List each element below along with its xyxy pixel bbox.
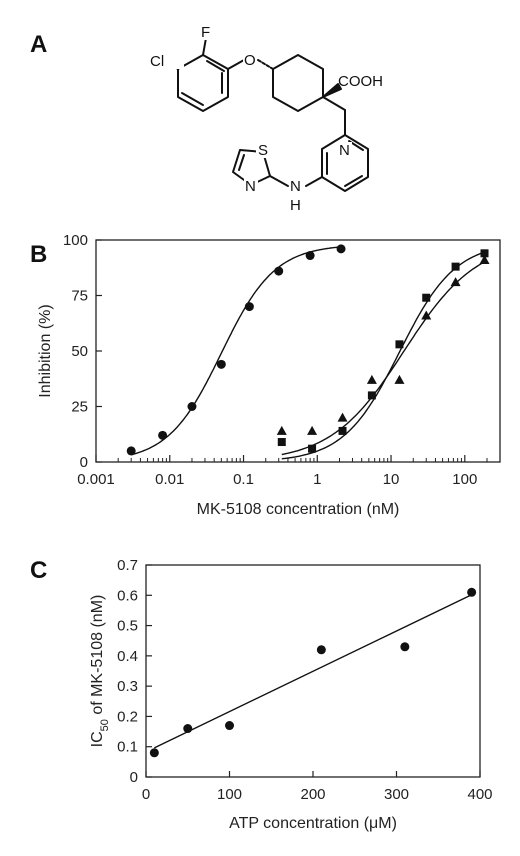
benzene-ring [177, 54, 229, 112]
y-axis-label-main: IC [89, 731, 106, 747]
data-point-triangle [450, 277, 461, 287]
c-o-bond [227, 59, 245, 70]
x-tick-label: 300 [384, 786, 409, 803]
x-tick-label: 100 [452, 471, 477, 488]
x-tick-label: 0.001 [77, 471, 115, 488]
y-tick-label: 0 [130, 769, 138, 786]
data-point-circle [183, 724, 193, 734]
benzene-double-bond [181, 92, 204, 106]
data-point-circle [305, 251, 315, 261]
y-tick-label: 50 [71, 343, 88, 360]
panel-label-c: C [30, 557, 47, 584]
data-point-circle [216, 359, 226, 369]
y-tick-label: 25 [71, 399, 88, 416]
c-f-bond [202, 37, 207, 56]
data-point-square [367, 391, 376, 400]
plot-frame [95, 239, 501, 463]
panel-label-b: B [30, 241, 47, 268]
cyclohexane-ring [272, 54, 324, 112]
inhibition-chart: 0 25 50 75 100 0.001 0.01 0.1 1 10 100 MK-5108 conc… [37, 232, 501, 518]
regression-line [154, 594, 472, 749]
ch2-bond [322, 96, 346, 111]
data-point-circle [467, 587, 477, 597]
x-tick-label: 200 [300, 786, 325, 803]
data-point-square [451, 262, 460, 271]
data-point-triangle [394, 374, 405, 384]
fit-curve-triangle [281, 261, 485, 456]
y-tick-label: 100 [63, 232, 88, 249]
amine-bond [269, 175, 289, 187]
data-point-square [277, 438, 286, 447]
y-tick-label: 0 [80, 454, 88, 471]
data-point-triangle [276, 425, 287, 435]
data-point-square [480, 249, 489, 258]
panel-label-a: A [30, 31, 47, 58]
data-point-circle [158, 430, 168, 440]
y-axis-label: Inhibition (%) [37, 304, 54, 397]
atom-f: F [201, 24, 210, 41]
data-point-triangle [479, 254, 490, 264]
atom-h-amine: H [290, 197, 301, 214]
x-axis-label: MK-5108 concentration (nM) [197, 501, 400, 518]
y-tick-label: 0.5 [117, 618, 138, 635]
data-point-circle [316, 645, 326, 655]
data-point-circle [274, 266, 284, 276]
y-axis-label: IC50 of MK-5108 (nM) [89, 595, 111, 748]
atom-n-pyridine: N [339, 142, 350, 159]
thiazole-double-bond [238, 154, 245, 171]
data-point-square [308, 444, 317, 453]
o-cyclohexyl-bond [257, 59, 274, 70]
x-tick-label: 0 [142, 786, 150, 803]
x-tick-label: 1 [313, 471, 321, 488]
x-axis-label: ATP concentration (μM) [229, 815, 397, 832]
y-tick-label: 0.2 [117, 708, 138, 725]
atom-n-amine: N [290, 178, 301, 195]
y-tick-label: 0.1 [117, 739, 138, 756]
y-axis-label-rest: of MK-5108 (nM) [89, 595, 106, 719]
x-tick-label: 0.1 [233, 471, 254, 488]
atom-o: O [244, 52, 256, 69]
y-tick-label: 0.4 [117, 648, 138, 665]
atom-s: S [258, 142, 268, 159]
atom-cooh: COOH [338, 73, 383, 90]
cooh-wedge [322, 83, 342, 98]
data-point-square [395, 340, 404, 349]
y-axis-label-sub: 50 [99, 719, 111, 731]
y-tick-label: 0.6 [117, 587, 138, 604]
x-tick-label: 0.01 [155, 471, 184, 488]
molecule-atom-labels: Cl F O COOH N S N N H [150, 24, 383, 214]
data-point-circle [225, 721, 234, 731]
x-tick-label: 100 [217, 786, 242, 803]
ic50-atp-chart: 0 0.1 0.2 0.3 0.4 0.5 0.6 0.7 0 100 200 300 400 ATP c… [89, 557, 493, 832]
x-tick-label: 400 [467, 786, 492, 803]
data-point-circle [400, 642, 410, 652]
data-point-triangle [421, 310, 432, 320]
data-point-circle [244, 302, 254, 312]
data-point-circle [187, 402, 197, 411]
fit-curve-circle [131, 246, 342, 456]
pyridine-double-bond [344, 175, 363, 187]
data-point-square [422, 293, 431, 302]
y-tick-label: 0.3 [117, 678, 138, 695]
data-point-circle [336, 244, 346, 254]
data-point-circle [149, 748, 159, 758]
y-tick-label: 75 [71, 288, 88, 305]
data-point-square [338, 426, 347, 435]
atom-n-thiazole: N [245, 178, 256, 195]
x-tick-label: 10 [383, 471, 400, 488]
pyridine-ring [321, 134, 369, 192]
data-point-triangle [366, 374, 377, 384]
mk-5108-structure [167, 37, 369, 192]
benzene-double-bond [206, 60, 225, 72]
y-tick-label: 0.7 [117, 557, 138, 574]
data-point-triangle [307, 425, 318, 435]
atom-cl: Cl [150, 53, 164, 70]
data-point-circle [126, 446, 136, 456]
amine-bond [305, 176, 323, 187]
data-point-triangle [337, 412, 348, 422]
